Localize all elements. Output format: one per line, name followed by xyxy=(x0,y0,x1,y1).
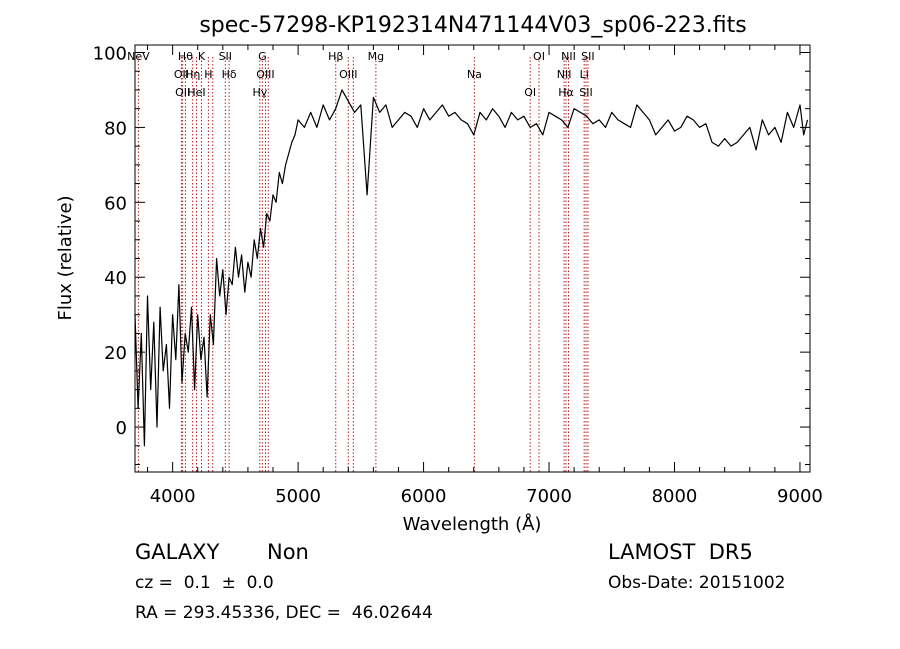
line-marker-label: G xyxy=(258,50,267,63)
line-marker-label: SII xyxy=(579,86,592,99)
line-marker-label: Li xyxy=(580,68,589,81)
line-marker-label: K xyxy=(198,50,206,63)
y-tick-label: 20 xyxy=(104,343,127,364)
x-tick-label: 8000 xyxy=(652,486,698,507)
redshift-value: cz = 0.1 ± 0.0 xyxy=(135,573,274,593)
line-marker-label: NeV xyxy=(127,50,150,63)
line-marker-label: Hγ xyxy=(252,86,267,99)
x-tick-label: 7000 xyxy=(526,486,572,507)
obs-date: Obs-Date: 20151002 xyxy=(608,573,786,593)
x-tick-label: 6000 xyxy=(401,486,447,507)
line-marker-label: HeI xyxy=(187,86,205,99)
line-marker-label: OI xyxy=(533,50,545,63)
survey-name: LAMOST DR5 xyxy=(608,540,753,564)
line-marker-label: Na xyxy=(467,68,482,81)
spectrum-line xyxy=(134,89,809,447)
object-class: GALAXY xyxy=(135,540,220,564)
x-axis-label: Wavelength (Å) xyxy=(403,513,542,535)
line-marker-label: Hη xyxy=(185,68,200,81)
x-tick-label: 4000 xyxy=(150,486,196,507)
emission-line-labels: NeV OII OII Hθ Hη HeI KH SII Hδ Hγ G OIII Hβ OIII Mg Na… xyxy=(127,50,595,99)
line-marker-label: SII xyxy=(219,50,232,63)
line-marker-label: OII xyxy=(174,68,189,81)
line-marker-label: Hδ xyxy=(222,68,237,81)
chart-title: spec-57298-KP192314N471144V03_sp06-223.f… xyxy=(199,13,746,38)
y-tick-label: 80 xyxy=(104,118,127,139)
x-tick-label: 9000 xyxy=(777,486,823,507)
line-marker-label: OIII xyxy=(256,68,274,81)
object-subclass: Non xyxy=(267,540,309,564)
y-axis-label: Flux (relative) xyxy=(55,195,76,320)
y-tick-label: 40 xyxy=(104,268,127,289)
line-marker-label: Hβ xyxy=(328,50,343,63)
emission-line-markers xyxy=(137,57,589,472)
line-marker-label: Hθ xyxy=(178,50,193,63)
y-tick-label: 60 xyxy=(104,193,127,214)
x-tick-label: 5000 xyxy=(275,486,321,507)
line-marker-label: OII xyxy=(175,86,190,99)
y-axis-ticks: 0 20 40 60 80 100 xyxy=(93,43,810,466)
sky-coordinates: RA = 293.45336, DEC = 46.02644 xyxy=(135,603,433,623)
line-marker-label: Hα xyxy=(558,86,574,99)
line-marker-label: NII xyxy=(561,50,576,63)
line-marker-label: NII xyxy=(557,68,572,81)
line-marker-label: OI xyxy=(524,86,536,99)
line-marker-label: H xyxy=(204,68,212,81)
y-tick-label: 0 xyxy=(116,418,127,439)
x-axis-ticks: 4000 5000 6000 7000 8000 9000 xyxy=(147,45,823,507)
line-marker-label: Mg xyxy=(368,50,384,63)
line-marker-label: SII xyxy=(581,50,594,63)
line-marker-label: OIII xyxy=(339,68,357,81)
y-tick-label: 100 xyxy=(93,43,127,64)
